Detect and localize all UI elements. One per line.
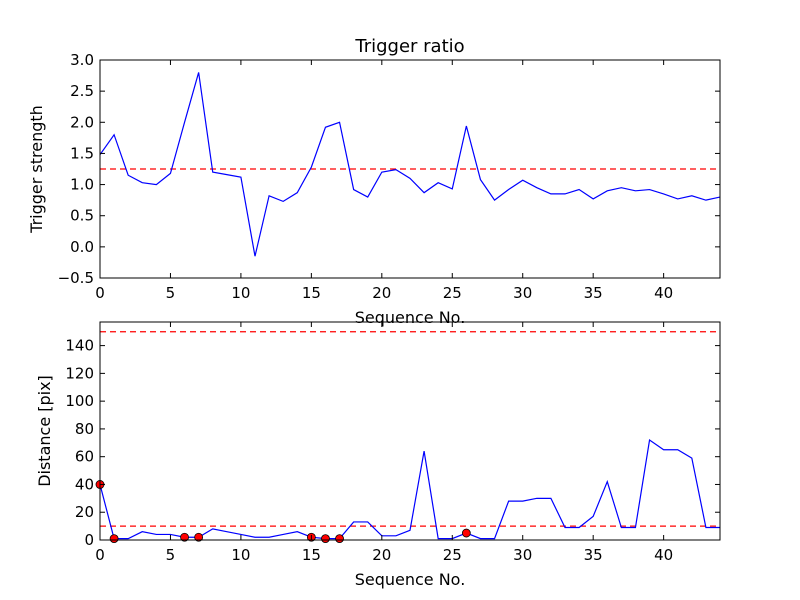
- trigger-x-tick-label: 40: [654, 284, 673, 302]
- distance-y-tick-label: 60: [75, 448, 94, 466]
- distance-x-tick-label: 15: [302, 546, 321, 564]
- distance-y-tick-label: 40: [75, 475, 94, 493]
- trigger-y-tick-label: 2.0: [70, 113, 94, 131]
- distance-series-line: [100, 438, 720, 540]
- distance-y-tick-label: 80: [75, 420, 94, 438]
- distance-highlight-point: [109, 534, 119, 544]
- distance-panel: 0 5 10 15 20 25 30 35 40 0 20 40 60 80 100 120 140: [65, 321, 721, 564]
- trigger-y-tick-label: −0.5: [58, 269, 94, 287]
- trigger-x-tick-label: 15: [302, 284, 321, 302]
- trigger-x-tick-label: 0: [95, 284, 105, 302]
- trigger-x-tick-label: 20: [372, 284, 391, 302]
- x-axis-label-bottom: Sequence No.: [355, 570, 466, 589]
- trigger-ratio-panel: 0 5 10 15 20 25 30 35 40 −0.5 0.0 0.5 1.0 1.5 2.0 2.5 3.…: [58, 51, 721, 302]
- distance-highlight-point: [180, 532, 189, 542]
- distance-y-tick-label: 0: [84, 531, 94, 549]
- distance-y-tick-label: 100: [65, 392, 94, 410]
- trigger-x-tick-label: 25: [443, 284, 462, 302]
- distance-x-tick-label: 35: [584, 546, 603, 564]
- trigger-x-tick-label: 10: [231, 284, 250, 302]
- trigger-y-tick-label: 1.5: [70, 144, 94, 162]
- chart-title: Trigger ratio: [354, 36, 464, 57]
- x-axis-label-top: Sequence No.: [355, 308, 466, 327]
- distance-x-tick-label: 30: [513, 546, 532, 564]
- distance-x-tick-label: 0: [95, 546, 105, 564]
- trigger-y-tick-label: 1.0: [70, 176, 94, 194]
- distance-highlight-point: [461, 528, 471, 538]
- trigger-x-tick-label: 30: [513, 284, 532, 302]
- distance-x-tick-label: 10: [231, 546, 250, 564]
- distance-x-tick-label: 25: [443, 546, 462, 564]
- trigger-series-line: [100, 72, 720, 257]
- trigger-y-tick-label: 2.5: [70, 82, 94, 100]
- distance-plot-frame: [99, 321, 721, 541]
- trigger-y-tick-label: 3.0: [70, 51, 94, 69]
- y-axis-label-top: Trigger strength: [27, 105, 46, 234]
- trigger-x-tick-label: 5: [166, 284, 176, 302]
- trigger-x-tick-label: 35: [584, 284, 603, 302]
- distance-y-tick-label: 140: [65, 337, 94, 355]
- distance-highlight-point: [335, 534, 344, 544]
- distance-highlight-point: [194, 532, 204, 542]
- trigger-y-tick-label: 0.0: [70, 238, 94, 256]
- y-axis-label-bottom: Distance [pix]: [35, 375, 54, 487]
- distance-x-tick-label: 40: [654, 546, 673, 564]
- distance-x-tick-label: 5: [166, 546, 176, 564]
- distance-y-tick-label: 20: [75, 503, 94, 521]
- trigger-plot-frame: [99, 59, 721, 279]
- trigger-y-tick-label: 0.5: [70, 207, 94, 225]
- distance-x-tick-label: 20: [372, 546, 391, 564]
- distance-y-tick-label: 120: [65, 364, 94, 382]
- distance-highlight-point: [321, 534, 330, 544]
